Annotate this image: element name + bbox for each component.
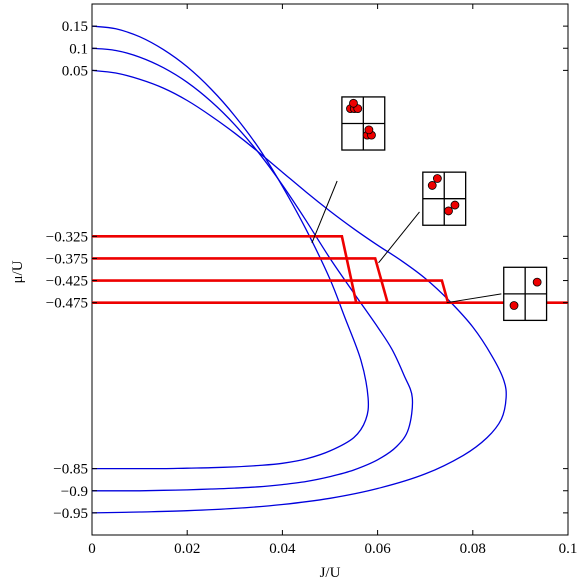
y-tick-label: 0.1 [69,41,88,57]
y-tick-label: −0.325 [46,229,88,245]
phase-boundaries [91,25,507,514]
y-tick-label: −0.95 [53,506,88,522]
inset-lead-line-3 [446,293,502,304]
path-line-3 [92,279,450,304]
x-tick-label: 0.08 [460,541,486,557]
x-tick-label: 0.06 [364,541,391,557]
y-tick-label: 0.05 [62,63,88,79]
y-tick-label: −0.475 [46,296,88,312]
inset-lead-line-1 [311,180,338,244]
y-tick-label: −0.85 [53,462,88,478]
lattice-insets [311,96,548,322]
y-tick-label: 0.15 [62,19,88,35]
boundary-curve-3 [91,69,507,514]
inset-particle-2-1 [427,181,437,190]
x-tick-label: 0.02 [174,541,200,557]
melting-paths [92,235,568,305]
y-tick-label: −0.375 [46,251,88,267]
x-axis-label: J/U [320,565,341,581]
x-tick-label: 0 [88,541,96,557]
inset-lead-line-2 [378,211,420,264]
inset-particle-3-2 [532,277,542,287]
y-axis-ticks: 0.15 0.1 0.05 −0.325 −0.375 −0.425 −0.475 −0.85… [46,19,568,522]
inset-particle-2-2 [432,174,442,183]
boundary-curve-1 [91,25,370,470]
y-tick-label: −0.425 [46,274,88,290]
x-tick-label: 0.1 [559,541,577,557]
inset-particle-2-4 [450,200,460,210]
boundary-curve-2 [91,47,414,492]
y-tick-label: −0.9 [61,484,88,500]
plot-frame [91,3,569,536]
y-axis-label: μ/U [10,260,26,283]
inset-particle-2-3 [444,206,453,216]
inset-particle-1-4 [349,98,358,108]
inset-particle-3-1 [509,301,519,310]
x-tick-label: 0.04 [269,541,296,557]
inset-particle-1-7 [364,125,374,135]
path-line-2 [92,257,389,304]
x-axis-ticks: 0 0.02 0.04 0.06 0.08 0.1 [88,4,577,557]
